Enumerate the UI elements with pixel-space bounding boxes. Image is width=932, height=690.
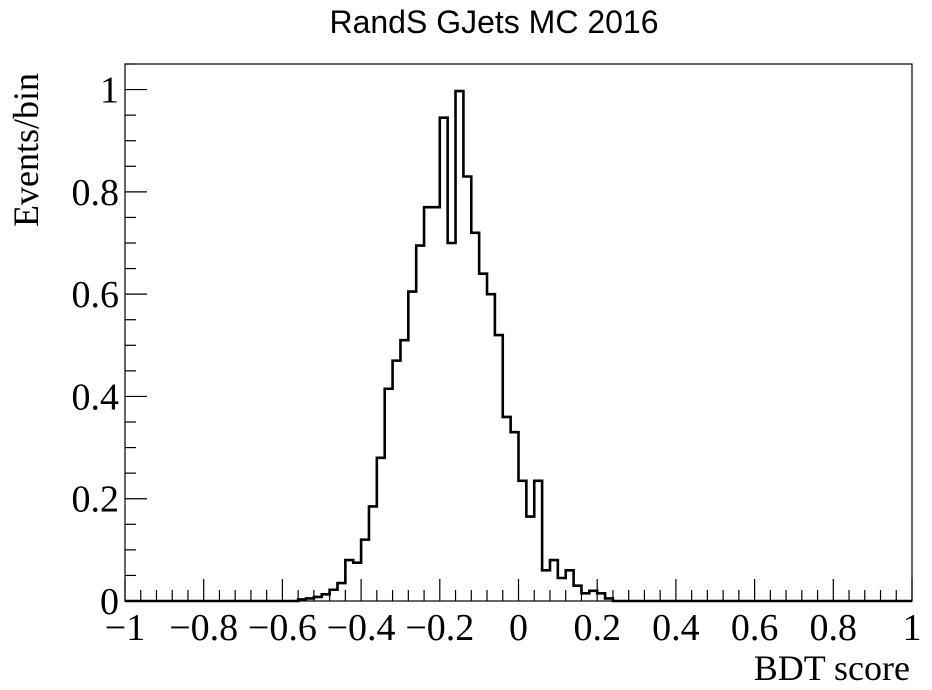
x-tick-label: 0.6 bbox=[731, 607, 779, 649]
x-tick-label: 0.8 bbox=[810, 607, 858, 649]
y-tick-label: 0.2 bbox=[72, 479, 120, 521]
x-tick-label: −0.2 bbox=[405, 607, 474, 649]
y-tick-label: 0.4 bbox=[72, 376, 120, 418]
axis-tick-labels: −1 −0.8 −0.6 −0.4 −0.2 0 0.2 0.4 0.6 0.8 1 0 0.2 0.4 0… bbox=[72, 70, 922, 649]
x-tick-label: 0.4 bbox=[652, 607, 700, 649]
x-tick-label: 0 bbox=[509, 607, 528, 649]
x-axis-label: BDT score bbox=[754, 648, 910, 688]
y-tick-label: 0.8 bbox=[72, 172, 120, 214]
x-tick-label: 1 bbox=[903, 607, 922, 649]
y-axis-label: Events/bin bbox=[6, 73, 46, 227]
y-tick-label: 1 bbox=[100, 70, 119, 112]
x-tick-label: −0.8 bbox=[169, 607, 238, 649]
chart-title: RandS GJets MC 2016 bbox=[329, 4, 658, 40]
y-tick-label: 0 bbox=[100, 581, 119, 623]
y-tick-label: 0.6 bbox=[72, 274, 120, 316]
x-tick-label: −1 bbox=[105, 607, 145, 649]
x-tick-label: 0.2 bbox=[573, 607, 621, 649]
histogram-series-line bbox=[125, 89, 912, 603]
plot-frame bbox=[124, 63, 913, 602]
x-tick-label: −0.4 bbox=[327, 607, 396, 649]
x-tick-label: −0.6 bbox=[248, 607, 317, 649]
axis-ticks bbox=[124, 63, 913, 602]
